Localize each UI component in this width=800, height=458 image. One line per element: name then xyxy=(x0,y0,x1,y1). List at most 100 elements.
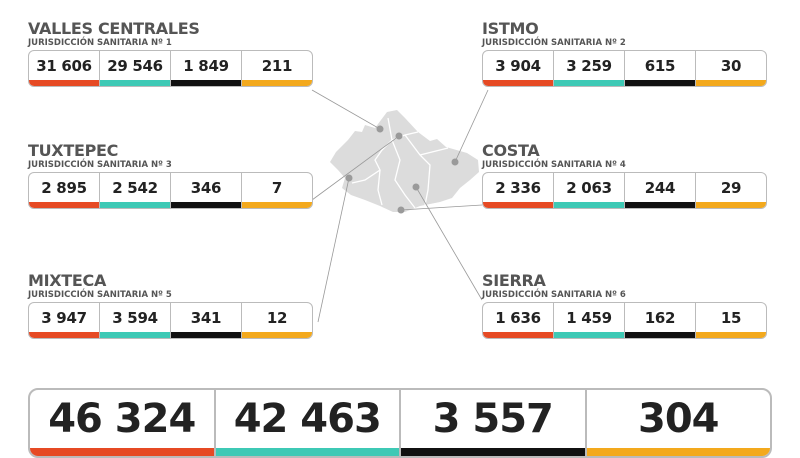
total-value: 46 324 xyxy=(48,396,196,442)
color-bar xyxy=(625,332,695,338)
stat-value: 1 459 xyxy=(566,308,612,327)
stat-cell: 3 594 xyxy=(100,303,171,338)
color-bar xyxy=(554,332,624,338)
region-subtitle: JURISDICCIÓN SANITARIA Nº 6 xyxy=(482,290,626,300)
stat-value: 7 xyxy=(271,178,283,197)
marker-istmo xyxy=(451,158,459,166)
region-subtitle: JURISDICCIÓN SANITARIA Nº 2 xyxy=(482,38,626,48)
region-title: COSTA xyxy=(482,141,540,160)
state-outline xyxy=(330,110,479,212)
region-costa: COSTA JURISDICCIÓN SANITARIA Nº 4 2 336 2 0… xyxy=(482,142,767,209)
region-subtitle: JURISDICCIÓN SANITARIA Nº 4 xyxy=(482,160,626,170)
stat-value: 2 895 xyxy=(41,178,87,197)
region-subtitle: JURISDICCIÓN SANITARIA Nº 5 xyxy=(28,290,172,300)
marker-mixteca xyxy=(345,174,353,182)
color-bar xyxy=(483,80,553,86)
marker-costa xyxy=(397,206,405,214)
stat-cell: 3 259 xyxy=(554,51,625,86)
stat-value: 341 xyxy=(190,308,222,327)
stat-value: 15 xyxy=(720,308,742,327)
total-value: 42 463 xyxy=(233,396,382,442)
color-bar xyxy=(100,80,170,86)
stat-value: 2 542 xyxy=(112,178,158,197)
stats-box: 1 636 1 459 162 15 xyxy=(482,302,767,339)
color-bar xyxy=(171,80,241,86)
color-bar xyxy=(554,80,624,86)
stat-value: 12 xyxy=(266,308,288,327)
marker-tuxtepec xyxy=(395,132,403,140)
stat-cell: 1 459 xyxy=(554,303,625,338)
color-bar xyxy=(554,202,624,208)
stat-cell: 2 063 xyxy=(554,173,625,208)
color-bar xyxy=(100,202,170,208)
region-valles-centrales: VALLES CENTRALES JURISDICCIÓN SANITARIA N… xyxy=(28,20,313,87)
color-bar xyxy=(242,202,312,208)
color-bar xyxy=(29,332,99,338)
stat-cell: 3 947 xyxy=(29,303,100,338)
stat-cell: 1 849 xyxy=(171,51,242,86)
color-bar xyxy=(483,332,553,338)
stat-cell: 2 336 xyxy=(483,173,554,208)
total-active: 304 xyxy=(586,390,770,456)
stat-cell: 12 xyxy=(242,303,312,338)
stat-value: 211 xyxy=(261,56,293,75)
color-bar xyxy=(171,332,241,338)
total-deaths: 3 557 xyxy=(401,390,587,456)
color-bar xyxy=(100,332,170,338)
region-title: ISTMO xyxy=(482,19,539,38)
stat-value: 1 849 xyxy=(183,56,229,75)
stat-value: 30 xyxy=(720,56,742,75)
stat-cell: 31 606 xyxy=(29,51,100,86)
total-recovered: 42 463 xyxy=(215,390,401,456)
region-title: MIXTECA xyxy=(28,271,107,290)
stat-cell: 7 xyxy=(242,173,312,208)
stat-cell: 2 542 xyxy=(100,173,171,208)
stat-value: 615 xyxy=(644,56,676,75)
stat-value: 346 xyxy=(190,178,222,197)
color-bar xyxy=(171,202,241,208)
color-bar xyxy=(242,332,312,338)
stat-value: 2 063 xyxy=(566,178,612,197)
stat-cell: 244 xyxy=(625,173,696,208)
stat-value: 162 xyxy=(644,308,676,327)
region-title: SIERRA xyxy=(482,271,546,290)
stat-value: 3 259 xyxy=(566,56,612,75)
stats-box: 3 904 3 259 615 30 xyxy=(482,50,767,87)
color-bar xyxy=(696,80,766,86)
stat-value: 244 xyxy=(644,178,676,197)
stats-box: 2 895 2 542 346 7 xyxy=(28,172,313,209)
totals-box: 46 324 42 463 3 557 304 xyxy=(28,388,772,458)
stat-cell: 30 xyxy=(696,51,766,86)
stats-box: 3 947 3 594 341 12 xyxy=(28,302,313,339)
stats-box: 2 336 2 063 244 29 xyxy=(482,172,767,209)
stat-cell: 211 xyxy=(242,51,312,86)
stat-cell: 346 xyxy=(171,173,242,208)
stat-cell: 162 xyxy=(625,303,696,338)
stat-cell: 15 xyxy=(696,303,766,338)
stat-cell: 341 xyxy=(171,303,242,338)
color-bar xyxy=(625,80,695,86)
stat-value: 2 336 xyxy=(495,178,541,197)
stat-value: 31 606 xyxy=(36,56,92,75)
region-tuxtepec: TUXTEPEC JURISDICCIÓN SANITARIA Nº 3 2 895… xyxy=(28,142,313,209)
stat-value: 3 594 xyxy=(112,308,158,327)
color-bar xyxy=(696,332,766,338)
stat-value: 1 636 xyxy=(495,308,541,327)
stat-cell: 3 904 xyxy=(483,51,554,86)
color-bar xyxy=(29,80,99,86)
color-bar xyxy=(483,202,553,208)
color-bar xyxy=(696,202,766,208)
region-subtitle: JURISDICCIÓN SANITARIA Nº 1 xyxy=(28,38,172,48)
stat-cell: 1 636 xyxy=(483,303,554,338)
region-istmo: ISTMO JURISDICCIÓN SANITARIA Nº 2 3 904 3 2… xyxy=(482,20,767,87)
region-title: TUXTEPEC xyxy=(28,141,119,160)
stats-box: 31 606 29 546 1 849 211 xyxy=(28,50,313,87)
stat-value: 3 947 xyxy=(41,308,87,327)
stat-value: 3 904 xyxy=(495,56,541,75)
stat-cell: 2 895 xyxy=(29,173,100,208)
color-bar xyxy=(29,202,99,208)
stat-cell: 615 xyxy=(625,51,696,86)
